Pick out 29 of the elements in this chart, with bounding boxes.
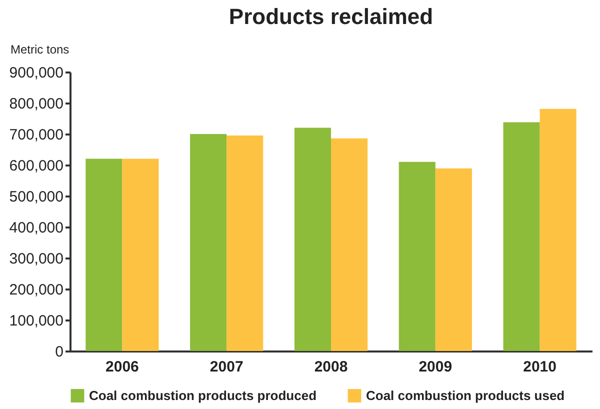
y-tick-label: 600,000 [9,158,64,174]
legend-label: Coal combustion products produced [89,388,317,403]
y-tick-label: 700,000 [9,126,64,144]
bar [540,108,576,351]
bar [226,136,264,351]
legend-label: Coal combustion products used [366,388,565,403]
x-tick-label: 2008 [314,358,348,376]
y-axis-title: Metric tons [10,42,70,56]
bar [398,162,436,351]
x-tick-label: 2006 [106,358,139,376]
y-tick-label: 0 [55,344,64,360]
y-tick-label: 400,000 [9,220,64,236]
bar [122,158,159,351]
x-tick-label: 2007 [210,358,244,376]
bar [331,138,368,351]
y-tick-label: 100,000 [9,312,64,330]
y-tick-label: 500,000 [9,188,64,206]
x-tick-label: 2010 [523,358,556,376]
bar [503,122,540,351]
y-tick-label: 800,000 [9,96,64,112]
y-tick-label: 900,000 [9,64,64,82]
bar [190,134,227,351]
bar [86,158,122,351]
bar [294,128,331,351]
x-tick-label: 2009 [418,358,452,376]
chart-title: Products reclaimed [228,4,434,29]
bar [435,168,472,351]
y-tick-label: 200,000 [9,282,64,298]
y-tick-label: 300,000 [9,250,64,268]
